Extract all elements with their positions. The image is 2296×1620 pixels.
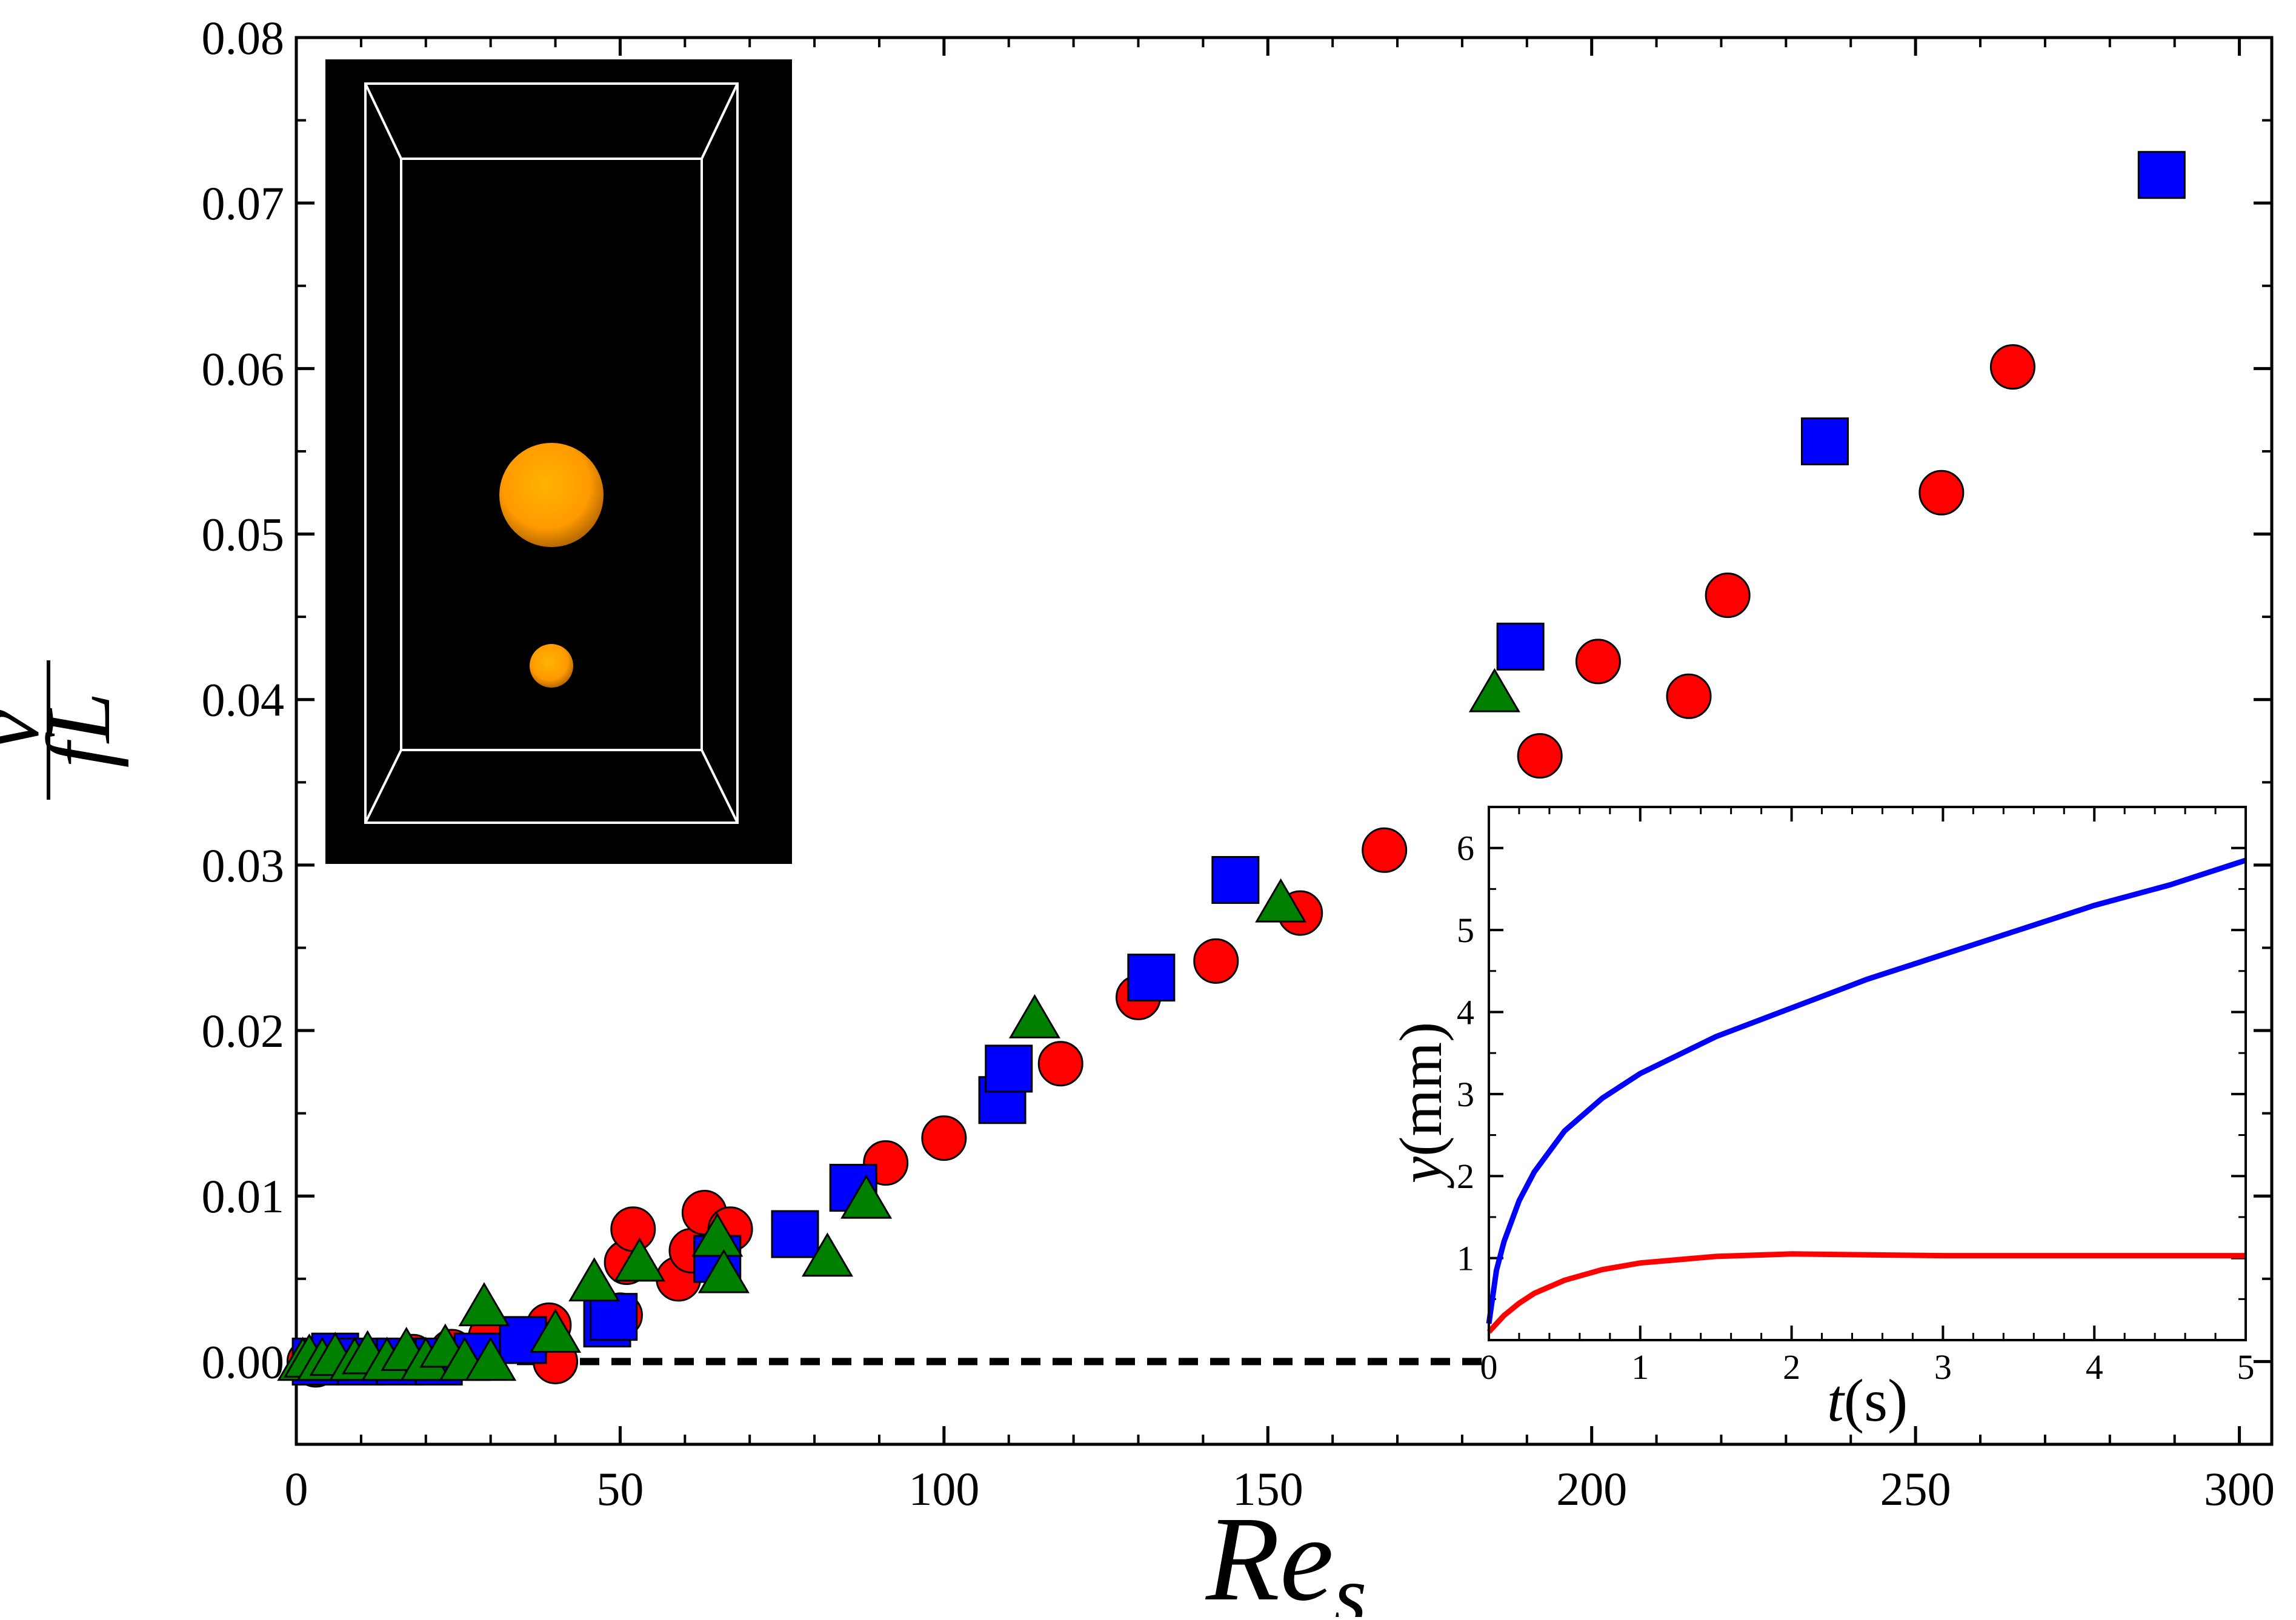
x-tick-label: 250	[1880, 1462, 1951, 1515]
y-tick-label: 0.02	[202, 1004, 285, 1057]
marker-square	[771, 1210, 819, 1258]
inset-x-tick-label: 0	[1480, 1347, 1498, 1387]
inset-y-tick-label: 2	[1457, 1157, 1474, 1196]
x-tick-label: 150	[1233, 1462, 1303, 1515]
inset-y-axis-var: y	[1387, 1156, 1454, 1189]
inset-x-tick-label: 1	[1631, 1347, 1649, 1387]
marker-square	[985, 1044, 1033, 1093]
inset-y-tick-label: 1	[1457, 1239, 1474, 1278]
marker-triangle	[1255, 878, 1307, 923]
inset-y-tick-label: 5	[1457, 911, 1474, 950]
y-tick-label: 0.03	[202, 839, 285, 892]
marker-triangle	[1468, 668, 1520, 712]
inset-box-edges	[364, 82, 739, 824]
y-tick-label: 0.01	[202, 1170, 285, 1223]
y-tick-label: 0.00	[202, 1335, 285, 1388]
y-axis-label: v fL	[0, 660, 129, 800]
inset-plot-background	[1489, 807, 2246, 1340]
inset-x-tick-label: 2	[1783, 1347, 1800, 1387]
inset-y-tick-label: 6	[1457, 829, 1474, 868]
marker-circle	[1517, 733, 1563, 779]
x-tick-label: 0	[285, 1462, 308, 1515]
large-sphere	[499, 443, 604, 547]
x-axis-label-main: Re	[1205, 1492, 1334, 1617]
marker-circle	[1362, 827, 1408, 873]
marker-triangle	[613, 1237, 666, 1282]
marker-square	[1496, 622, 1545, 671]
marker-triangle	[465, 1336, 517, 1381]
inset-y-tick-label: 4	[1457, 992, 1474, 1032]
marker-triangle	[840, 1174, 893, 1219]
marker-circle	[1918, 470, 1965, 516]
y-tick-label: 0.08	[202, 12, 285, 64]
inset-image-box	[325, 59, 792, 864]
main-axis-tick-labels: 0 50 100 150 200 250 3000.000.010.020.030.040.…	[202, 12, 2275, 1515]
marker-square	[2137, 151, 2186, 199]
marker-triangle	[691, 1212, 744, 1257]
inset-y-tick-label: 3	[1457, 1075, 1474, 1114]
marker-triangle	[801, 1232, 853, 1277]
marker-circle	[1575, 639, 1621, 685]
inset-y-axis-label: y(mm)	[1387, 1022, 1454, 1189]
marker-circle	[921, 1115, 967, 1161]
inset-x-tick-label: 5	[2237, 1347, 2255, 1387]
inset-line-plot: 0 1 2 3 4 5 1 2 3 4 5 6 t(s) y(mm)	[1387, 806, 2255, 1434]
marker-triangle	[1008, 994, 1061, 1038]
marker-square	[1800, 417, 1849, 466]
marker-circle	[1193, 938, 1239, 984]
inset-x-axis-label: t(s)	[1827, 1367, 1908, 1434]
marker-circle	[1989, 344, 2035, 390]
marker-triangle	[697, 1249, 750, 1293]
y-tick-label: 0.05	[202, 508, 285, 561]
inset-series-red-line	[1486, 1251, 2246, 1334]
y-axis-label-denominator: fL	[28, 692, 129, 768]
inset-x-axis-var: t	[1827, 1367, 1845, 1434]
marker-circle	[610, 1206, 656, 1252]
x-axis-label-subscript: s	[1334, 1549, 1366, 1617]
marker-triangle	[458, 1282, 510, 1327]
x-axis-label: Res	[1205, 1492, 1366, 1617]
marker-triangle	[568, 1257, 621, 1302]
y-tick-label: 0.07	[202, 177, 285, 230]
marker-circle	[1666, 673, 1712, 719]
x-tick-label: 50	[596, 1462, 644, 1515]
marker-square	[590, 1293, 638, 1341]
inset-series-blue-line	[1486, 857, 2247, 1324]
y-tick-label: 0.06	[202, 342, 285, 395]
y-tick-label: 0.04	[202, 674, 285, 726]
x-tick-label: 100	[908, 1462, 979, 1515]
inset-plot-frame	[1488, 806, 2247, 1341]
inset-x-tick-label: 3	[1934, 1347, 1952, 1387]
marker-triangle	[530, 1308, 582, 1353]
marker-square	[1127, 954, 1176, 1002]
inset-x-tick-label: 4	[2086, 1347, 2103, 1387]
small-sphere	[530, 644, 573, 688]
inset-y-axis-unit: (mm)	[1387, 1022, 1454, 1157]
inset-axis-tick-labels: 0 1 2 3 4 5 1 2 3 4 5 6	[1457, 829, 2255, 1387]
marker-square	[1211, 855, 1260, 904]
x-tick-label: 200	[1556, 1462, 1627, 1515]
inset-x-axis-unit: (s)	[1844, 1367, 1908, 1434]
marker-circle	[1705, 573, 1751, 619]
main-axis-ticks	[294, 36, 2272, 1446]
main-data-marks	[277, 151, 2186, 1388]
plot-frame	[294, 36, 2274, 1446]
marker-circle	[1037, 1041, 1083, 1087]
x-tick-label: 300	[2204, 1462, 2275, 1515]
